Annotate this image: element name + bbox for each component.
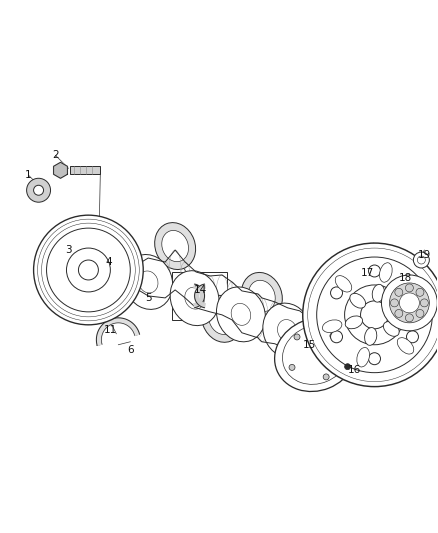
Text: 17: 17 xyxy=(361,268,374,278)
Text: 5: 5 xyxy=(145,293,152,303)
Ellipse shape xyxy=(364,328,377,345)
Ellipse shape xyxy=(372,284,385,302)
Polygon shape xyxy=(194,284,205,308)
Circle shape xyxy=(34,215,143,325)
Circle shape xyxy=(368,353,381,365)
Text: 1: 1 xyxy=(25,170,32,180)
Ellipse shape xyxy=(201,295,243,342)
Circle shape xyxy=(420,299,428,307)
Circle shape xyxy=(317,257,432,373)
Text: 19: 19 xyxy=(418,250,431,260)
Ellipse shape xyxy=(208,303,235,334)
Text: 2: 2 xyxy=(52,150,59,160)
Ellipse shape xyxy=(322,320,342,333)
Circle shape xyxy=(399,293,419,313)
Ellipse shape xyxy=(324,336,343,358)
Circle shape xyxy=(330,333,336,339)
Circle shape xyxy=(368,265,381,277)
Ellipse shape xyxy=(345,316,363,329)
Polygon shape xyxy=(53,163,67,178)
Ellipse shape xyxy=(275,318,357,392)
Ellipse shape xyxy=(248,280,275,311)
Circle shape xyxy=(294,334,300,340)
Bar xyxy=(71,166,100,174)
Circle shape xyxy=(34,185,43,195)
Circle shape xyxy=(78,260,99,280)
Ellipse shape xyxy=(216,287,265,342)
Ellipse shape xyxy=(284,333,325,380)
Ellipse shape xyxy=(263,303,312,358)
Ellipse shape xyxy=(124,254,173,309)
Ellipse shape xyxy=(309,319,358,374)
Circle shape xyxy=(345,364,350,370)
Ellipse shape xyxy=(185,287,205,309)
Bar xyxy=(115,265,129,273)
Bar xyxy=(172,272,227,320)
Ellipse shape xyxy=(162,230,188,262)
Circle shape xyxy=(303,243,438,386)
Circle shape xyxy=(406,331,418,343)
Ellipse shape xyxy=(407,297,427,310)
Circle shape xyxy=(395,288,403,296)
Ellipse shape xyxy=(397,337,414,354)
Circle shape xyxy=(416,310,424,318)
Text: 18: 18 xyxy=(399,273,412,283)
Text: 16: 16 xyxy=(348,365,361,375)
Text: 15: 15 xyxy=(303,340,316,350)
Ellipse shape xyxy=(335,276,352,292)
Circle shape xyxy=(323,374,329,380)
Circle shape xyxy=(406,287,418,299)
Ellipse shape xyxy=(380,263,392,282)
Ellipse shape xyxy=(386,301,404,314)
Ellipse shape xyxy=(155,223,196,270)
Ellipse shape xyxy=(283,325,349,384)
Circle shape xyxy=(390,299,399,307)
Circle shape xyxy=(417,256,425,264)
Circle shape xyxy=(416,288,424,296)
Circle shape xyxy=(331,331,343,343)
Text: 3: 3 xyxy=(65,245,72,255)
Text: 6: 6 xyxy=(127,345,134,355)
Circle shape xyxy=(413,252,429,268)
Ellipse shape xyxy=(350,293,366,308)
Circle shape xyxy=(381,275,437,331)
Circle shape xyxy=(360,301,389,329)
Text: 11: 11 xyxy=(104,325,117,335)
Circle shape xyxy=(46,228,130,312)
Ellipse shape xyxy=(291,341,318,373)
Circle shape xyxy=(395,310,403,318)
Text: 14: 14 xyxy=(194,285,207,295)
Ellipse shape xyxy=(278,320,297,342)
Ellipse shape xyxy=(231,303,251,325)
Polygon shape xyxy=(96,318,140,345)
Ellipse shape xyxy=(241,272,283,319)
Circle shape xyxy=(406,314,413,322)
Circle shape xyxy=(389,283,429,323)
Circle shape xyxy=(345,285,404,345)
Circle shape xyxy=(289,365,295,370)
Ellipse shape xyxy=(383,321,399,336)
Polygon shape xyxy=(194,284,205,308)
Circle shape xyxy=(67,248,110,292)
Ellipse shape xyxy=(138,271,158,293)
Circle shape xyxy=(331,287,343,299)
Text: 4: 4 xyxy=(105,257,112,267)
Ellipse shape xyxy=(357,348,370,367)
Circle shape xyxy=(27,178,50,202)
Circle shape xyxy=(406,284,413,292)
Ellipse shape xyxy=(170,271,219,326)
